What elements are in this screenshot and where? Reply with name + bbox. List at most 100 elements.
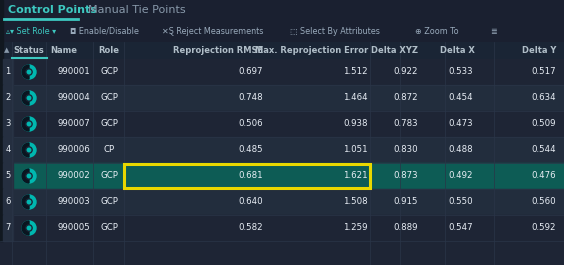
Wedge shape <box>22 221 29 235</box>
Text: Delta Y: Delta Y <box>522 46 556 55</box>
Text: 1.512: 1.512 <box>343 68 368 77</box>
Bar <box>124 164 370 188</box>
Circle shape <box>27 148 31 152</box>
Text: 0.560: 0.560 <box>531 197 556 206</box>
Text: 4: 4 <box>6 145 11 154</box>
Text: 0.582: 0.582 <box>239 223 263 232</box>
Wedge shape <box>22 91 29 105</box>
Text: 1.259: 1.259 <box>343 223 368 232</box>
Bar <box>3 189 13 215</box>
Circle shape <box>22 221 36 235</box>
Text: ⊕ Zoom To: ⊕ Zoom To <box>415 26 459 36</box>
Text: 990004: 990004 <box>58 94 90 103</box>
Bar <box>0 42 3 59</box>
Text: CP: CP <box>103 145 114 154</box>
Text: 0.872: 0.872 <box>393 94 418 103</box>
Text: GCP: GCP <box>100 223 118 232</box>
Bar <box>0 85 3 111</box>
Bar <box>0 163 564 189</box>
Bar <box>3 59 13 85</box>
Text: 0.938: 0.938 <box>343 120 368 129</box>
Circle shape <box>22 143 36 157</box>
Text: 0.517: 0.517 <box>531 68 556 77</box>
Circle shape <box>27 70 31 74</box>
Bar <box>0 215 564 241</box>
Text: 0.454: 0.454 <box>448 94 473 103</box>
Text: GCP: GCP <box>100 197 118 206</box>
Text: 1.508: 1.508 <box>343 197 368 206</box>
Bar <box>3 111 13 137</box>
Bar <box>0 0 564 20</box>
Text: 1: 1 <box>6 68 11 77</box>
Bar <box>0 42 564 59</box>
Text: 0.922: 0.922 <box>394 68 418 77</box>
Bar <box>0 0 3 20</box>
Bar <box>0 137 564 163</box>
Text: 1.051: 1.051 <box>343 145 368 154</box>
Text: 0.550: 0.550 <box>448 197 473 206</box>
Bar <box>0 215 3 241</box>
Text: Delta X: Delta X <box>440 46 475 55</box>
Bar <box>0 85 564 111</box>
Text: Role: Role <box>99 46 120 55</box>
Text: ◘ Enable/Disable: ◘ Enable/Disable <box>70 26 139 36</box>
Text: 0.915: 0.915 <box>394 197 418 206</box>
Circle shape <box>26 95 32 101</box>
Text: 1.621: 1.621 <box>343 171 368 180</box>
Text: 0.544: 0.544 <box>531 145 556 154</box>
Bar <box>0 111 564 137</box>
Text: ▲: ▲ <box>5 47 10 54</box>
Bar <box>3 137 13 163</box>
Bar <box>0 20 564 42</box>
Text: Name: Name <box>50 46 77 55</box>
Text: ▵▾ Set Role ▾: ▵▾ Set Role ▾ <box>6 26 56 36</box>
Text: 0.506: 0.506 <box>239 120 263 129</box>
Text: 990005: 990005 <box>58 223 90 232</box>
Bar <box>0 111 3 137</box>
Wedge shape <box>22 117 29 131</box>
Bar <box>0 189 564 215</box>
Circle shape <box>22 91 36 105</box>
Circle shape <box>22 195 36 209</box>
Circle shape <box>22 117 36 131</box>
Circle shape <box>26 147 32 153</box>
Text: GCP: GCP <box>100 171 118 180</box>
Circle shape <box>27 200 31 204</box>
Text: ≣: ≣ <box>490 26 497 36</box>
Text: 0.748: 0.748 <box>239 94 263 103</box>
Text: 0.485: 0.485 <box>239 145 263 154</box>
Bar <box>0 189 3 215</box>
Bar <box>0 59 564 85</box>
Bar <box>0 163 3 189</box>
Text: 0.830: 0.830 <box>393 145 418 154</box>
Text: 0.640: 0.640 <box>239 197 263 206</box>
Text: ✕Ȿ Reject Measurements: ✕Ȿ Reject Measurements <box>162 26 263 36</box>
Text: GCP: GCP <box>100 94 118 103</box>
Text: Control Points: Control Points <box>8 5 97 15</box>
Text: Reprojection RMSE: Reprojection RMSE <box>173 46 263 55</box>
Text: 0.889: 0.889 <box>394 223 418 232</box>
Circle shape <box>22 65 36 79</box>
Text: GCP: GCP <box>100 120 118 129</box>
Text: 0.488: 0.488 <box>448 145 473 154</box>
Text: 0.476: 0.476 <box>531 171 556 180</box>
Circle shape <box>22 169 36 183</box>
Text: 7: 7 <box>5 223 11 232</box>
Text: Status: Status <box>14 46 45 55</box>
Text: Manual Tie Points: Manual Tie Points <box>88 5 186 15</box>
Text: 0.681: 0.681 <box>239 171 263 180</box>
Circle shape <box>27 226 31 230</box>
Circle shape <box>27 174 31 178</box>
Circle shape <box>27 96 31 100</box>
Text: 0.492: 0.492 <box>448 171 473 180</box>
Text: 3: 3 <box>5 120 11 129</box>
Text: 2: 2 <box>6 94 11 103</box>
Text: 990007: 990007 <box>58 120 90 129</box>
Text: 990006: 990006 <box>58 145 90 154</box>
Text: 0.783: 0.783 <box>393 120 418 129</box>
Text: 0.697: 0.697 <box>239 68 263 77</box>
Circle shape <box>27 122 31 126</box>
Bar <box>0 20 3 42</box>
Text: 990001: 990001 <box>58 68 90 77</box>
Text: 0.533: 0.533 <box>448 68 473 77</box>
